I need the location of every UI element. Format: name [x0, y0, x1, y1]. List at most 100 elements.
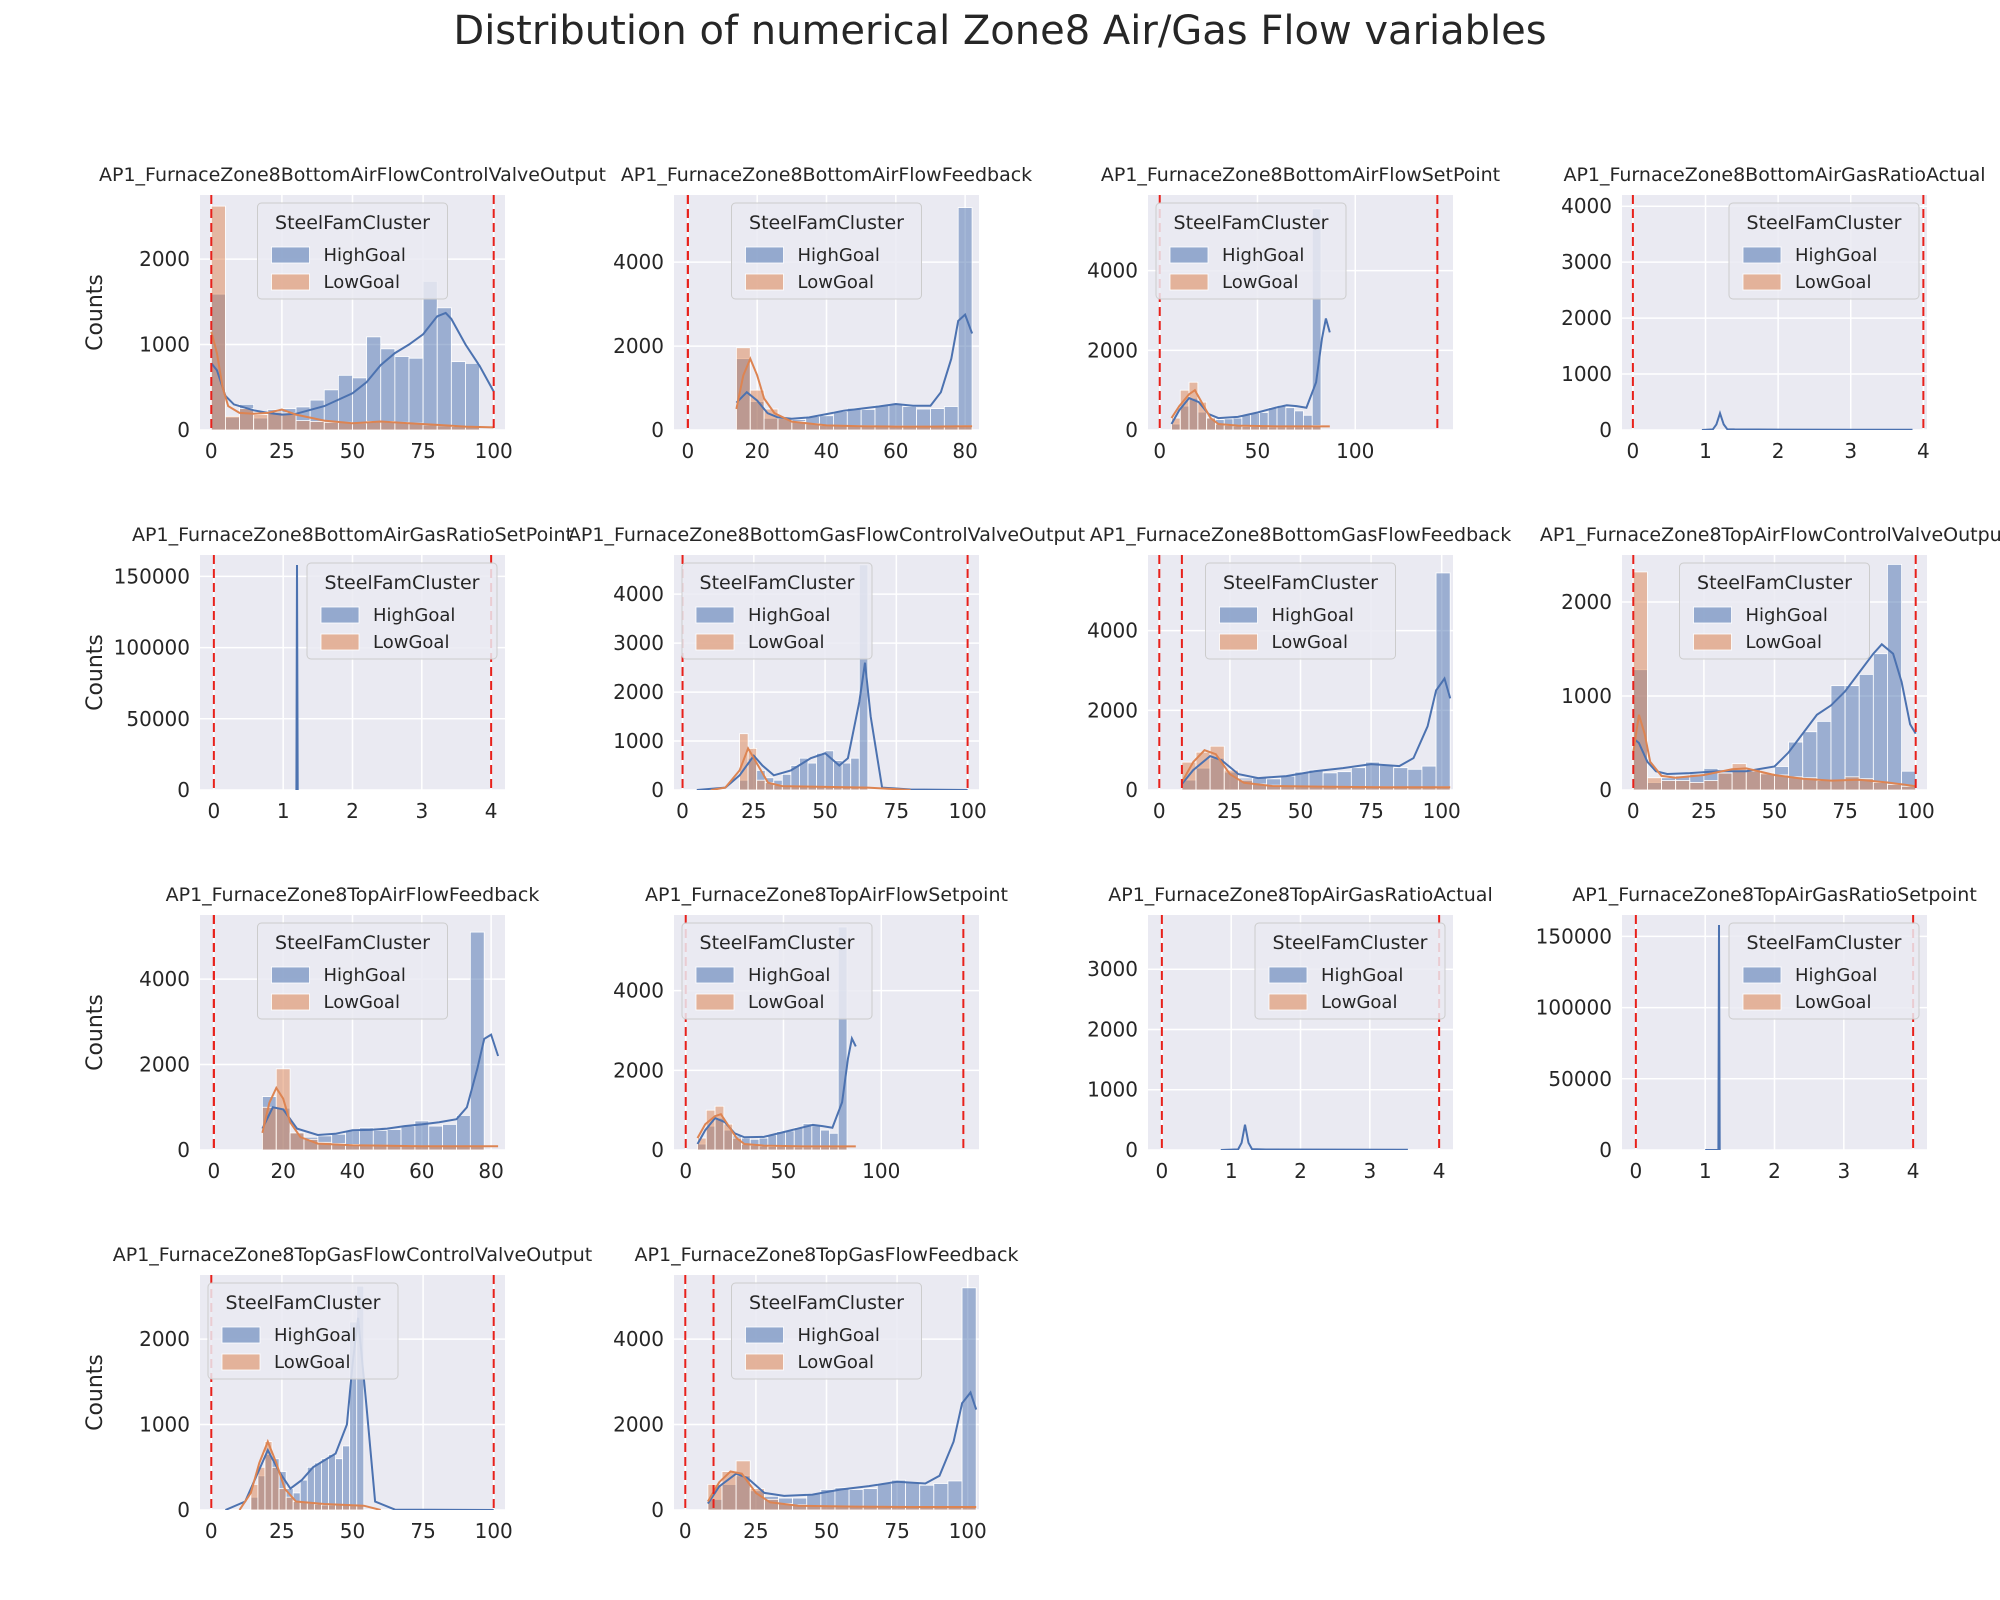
histogram-bar-highgoal — [816, 752, 826, 790]
subplot-1: 0 25 50 75 100010002000AP1_FurnaceZone8Botto… — [83, 164, 606, 463]
legend-swatch-lowgoal — [745, 1353, 784, 1371]
legend: SteelFamCluster HighGoal LowGoal — [1679, 562, 1870, 660]
histogram-bar-lowgoal — [352, 422, 368, 430]
legend-swatch-lowgoal — [695, 633, 735, 651]
y-tick-label: 3000 — [1561, 250, 1612, 274]
legend: SteelFamCluster HighGoal LowGoal — [257, 202, 448, 300]
legend-label-highgoal: HighGoal — [1321, 965, 1403, 986]
histogram-bar-highgoal — [850, 757, 860, 790]
histogram-bar-lowgoal — [257, 1466, 266, 1510]
histogram-bar-highgoal — [335, 1458, 344, 1510]
y-tick-label: 100000 — [1536, 996, 1612, 1020]
subplot-title: AP1_FurnaceZone8TopAirGasRatioActual — [1108, 884, 1492, 906]
histogram-bar-lowgoal — [299, 1501, 308, 1510]
legend-label-highgoal: HighGoal — [1746, 605, 1828, 626]
subplot-7: 0 25 50 75 100 0 2000 4000 AP1_FurnaceZone8Botto… — [1087, 524, 1511, 823]
legend: SteelFamCluster HighGoal LowGoal — [1728, 202, 1920, 300]
y-tick-label: 1000 — [1087, 1078, 1138, 1102]
kde-line-highgoal — [225, 1317, 494, 1510]
legend-label-lowgoal: LowGoal — [373, 632, 449, 653]
legend-title: SteelFamCluster — [1747, 932, 1902, 954]
histogram-bar-lowgoal — [735, 347, 751, 430]
y-tick-label: 2000 — [1087, 698, 1138, 722]
histogram-bar-lowgoal — [1717, 772, 1733, 790]
legend-title: SteelFamCluster — [700, 932, 855, 954]
legend-title: SteelFamCluster — [226, 1292, 381, 1314]
y-tick-label: 4000 — [613, 582, 664, 606]
x-tick-label: 100 — [862, 1159, 900, 1183]
legend-label-highgoal: HighGoal — [748, 965, 830, 986]
y-tick-label: 1000 — [1561, 684, 1612, 708]
y-tick-label: 0 — [177, 778, 190, 802]
x-tick-label: 50 — [1762, 799, 1787, 823]
histogram-bar-highgoal — [469, 931, 485, 1150]
legend-swatch-highgoal — [1693, 606, 1732, 624]
y-tick-label: 2000 — [613, 334, 664, 358]
y-tick-label: 150000 — [1536, 924, 1612, 948]
legend-label-highgoal: HighGoal — [324, 965, 406, 986]
kde-line-lowgoal — [261, 1085, 499, 1148]
legend-swatch-highgoal — [1742, 966, 1782, 984]
histogram-bar-lowgoal — [723, 1123, 734, 1150]
x-tick-label: 75 — [1832, 799, 1857, 823]
plot-content — [681, 555, 969, 790]
x-tick-label: 0 — [205, 439, 218, 463]
subplot-title: AP1_FurnaceZone8TopGasFlowControlValveOu… — [113, 1244, 593, 1266]
y-axis-label: Counts — [83, 634, 108, 711]
x-tick-label: 0 — [1153, 799, 1166, 823]
subplot-5: 0 1 2 3 4 0 50000 100000 150000 AP1_FurnaceZone8B… — [83, 524, 573, 823]
y-tick-label: 2000 — [1561, 590, 1612, 614]
histogram-bar-highgoal — [905, 1481, 921, 1510]
histogram-bar-highgoal — [321, 1458, 329, 1510]
legend-swatch-highgoal — [1268, 966, 1308, 984]
y-tick-label: 2000 — [1561, 306, 1612, 330]
histogram-bar-highgoal — [1844, 685, 1860, 790]
histogram-bar-lowgoal — [1689, 782, 1705, 790]
histogram-bar-lowgoal — [756, 779, 766, 790]
x-tick-label: 1 — [1699, 1159, 1712, 1183]
x-tick-label: 0 — [207, 799, 220, 823]
kde-line-highgoal — [696, 1035, 857, 1145]
x-tick-label: 1 — [1699, 439, 1712, 463]
x-tick-label: 3 — [1837, 1159, 1850, 1183]
y-axis-label: Counts — [83, 274, 108, 351]
x-tick-label: 3 — [415, 799, 428, 823]
kde-line-lowgoal — [696, 1113, 856, 1148]
kde-line-highgoal — [261, 1033, 500, 1137]
y-tick-label: 1000 — [139, 1413, 190, 1437]
histogram-bar-lowgoal — [323, 421, 339, 430]
y-tick-label: 50000 — [126, 707, 190, 731]
histogram-bar-lowgoal — [239, 408, 255, 430]
histogram-bar-lowgoal — [321, 1504, 329, 1510]
histogram-bar-highgoal — [1887, 564, 1902, 790]
legend-label-highgoal: HighGoal — [1272, 605, 1354, 626]
subplot-title: AP1_FurnaceZone8TopAirFlowSetpoint — [645, 884, 1008, 906]
legend-swatch-highgoal — [745, 1326, 784, 1344]
legend-label-highgoal: HighGoal — [373, 605, 455, 626]
histogram-bar-lowgoal — [1661, 780, 1677, 790]
kde-line-highgoal — [1701, 409, 1913, 430]
x-tick-label: 40 — [340, 1159, 365, 1183]
x-tick-label: 0 — [1627, 799, 1640, 823]
x-tick-label: 60 — [883, 439, 908, 463]
histogram-bar-highgoal — [1830, 685, 1846, 790]
legend-label-lowgoal: LowGoal — [1272, 632, 1348, 653]
legend-swatch-lowgoal — [1742, 273, 1782, 291]
x-tick-label: 75 — [410, 439, 435, 463]
kde-line-highgoal — [707, 1390, 978, 1505]
histogram-bar-lowgoal — [1188, 381, 1199, 430]
x-tick-label: 3 — [1363, 1159, 1376, 1183]
kde-line-lowgoal — [710, 746, 911, 790]
kde-line-lowgoal — [1170, 388, 1330, 428]
y-tick-label: 0 — [177, 1138, 190, 1162]
legend: SteelFamCluster HighGoal LowGoal — [1205, 562, 1396, 660]
legend-label-lowgoal: LowGoal — [1746, 632, 1822, 653]
histogram-bar-highgoal — [1872, 653, 1888, 790]
x-tick-label: 50 — [340, 1519, 365, 1543]
legend-label-highgoal: HighGoal — [798, 1325, 880, 1346]
legend-swatch-lowgoal — [271, 273, 310, 291]
histogram-bar-highgoal — [408, 357, 424, 430]
x-tick-label: 75 — [884, 799, 909, 823]
kde-line-highgoal — [735, 312, 974, 420]
legend: SteelFamCluster HighGoal LowGoal — [681, 562, 873, 660]
